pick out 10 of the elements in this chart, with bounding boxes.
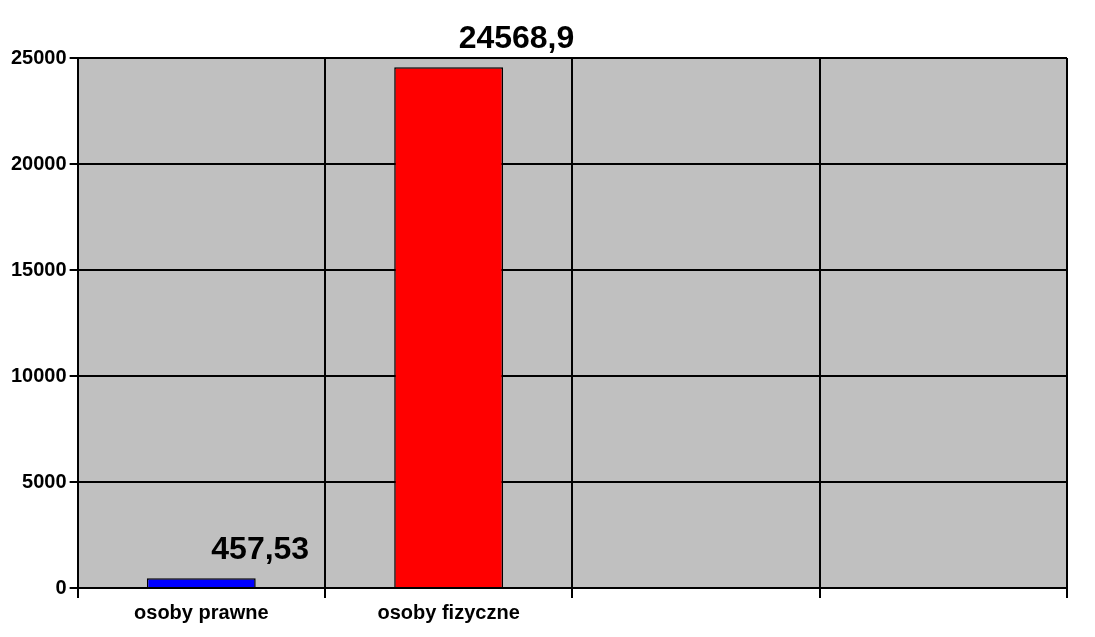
y-tick-label: 25000 xyxy=(10,45,67,68)
y-tick-label: 20000 xyxy=(10,151,67,174)
data-label: 24568,9 xyxy=(458,18,575,55)
y-tick-label: 10000 xyxy=(10,363,67,386)
y-tick-label: 15000 xyxy=(10,257,67,280)
data-label: 457,53 xyxy=(211,530,310,567)
x-tick-label: osoby prawne xyxy=(134,600,269,623)
y-tick-label: 0 xyxy=(55,575,67,598)
y-tick-label: 5000 xyxy=(22,469,67,492)
x-tick-label: osoby fizyczne xyxy=(377,600,520,623)
